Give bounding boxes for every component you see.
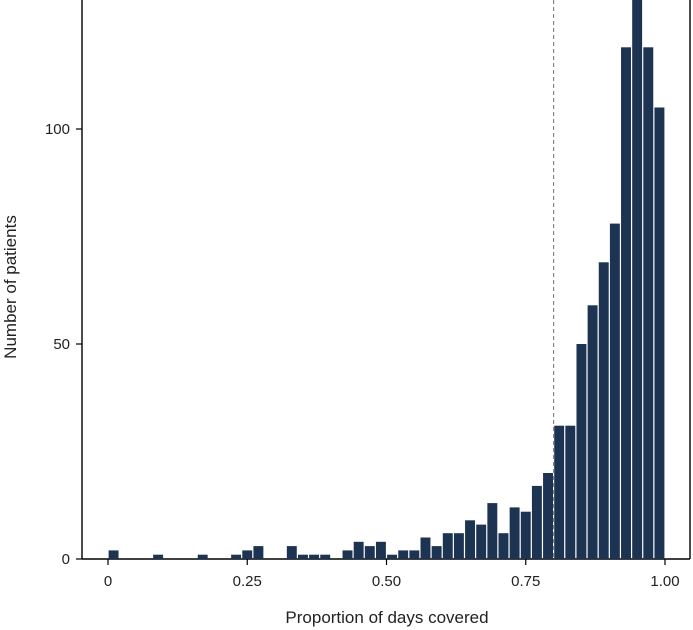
histogram-bar [587, 305, 598, 559]
histogram-bar [520, 511, 531, 559]
histogram-bar [531, 485, 542, 559]
y-tick-label: 100 [45, 121, 70, 138]
histogram-bar [231, 554, 242, 559]
histogram-bar [309, 554, 320, 559]
histogram-bars [108, 0, 665, 560]
histogram-bar [320, 554, 331, 559]
histogram-bar [453, 533, 464, 559]
histogram-bar [609, 223, 620, 559]
histogram-bar [632, 0, 643, 559]
y-tick-label: 50 [53, 336, 70, 353]
y-axis-ticks: 0 50 100 [45, 121, 82, 568]
histogram-bar [242, 550, 253, 559]
histogram-bar [565, 425, 576, 559]
histogram-bar [509, 507, 520, 559]
y-axis-title: Number of patients [1, 215, 20, 359]
histogram-bar [476, 524, 487, 559]
histogram-bar [621, 47, 631, 560]
x-axis-title: Proportion of days covered [285, 608, 488, 627]
histogram-bar [643, 47, 654, 560]
histogram-bar [108, 550, 119, 559]
histogram-bar [465, 520, 476, 559]
histogram-bar [442, 533, 453, 559]
histogram-bar [431, 546, 442, 559]
y-tick-label: 0 [62, 551, 70, 568]
x-axis-ticks: 0 0.25 0.50 0.75 1.00 [104, 559, 680, 590]
histogram-bar [342, 550, 353, 559]
histogram-bar [498, 533, 509, 559]
x-tick-label: 0.50 [372, 573, 401, 590]
histogram-bar [253, 546, 264, 559]
histogram-bar [153, 554, 164, 559]
histogram-bar [297, 554, 308, 559]
histogram-bar [398, 550, 409, 559]
x-tick-label: 0.25 [233, 573, 262, 590]
histogram-bar [598, 262, 609, 559]
histogram-bar [387, 554, 398, 559]
histogram-bar [554, 425, 565, 559]
histogram-bar [409, 550, 420, 559]
x-tick-label: 1.00 [650, 573, 679, 590]
histogram-bar [197, 554, 208, 559]
histogram-bar [487, 503, 498, 559]
histogram-bar [375, 541, 386, 559]
histogram-bar [654, 107, 665, 559]
histogram-bar [364, 546, 375, 559]
histogram-bar [420, 537, 431, 559]
histogram-bar [353, 541, 364, 559]
histogram-bar [543, 473, 553, 559]
x-tick-label: 0 [104, 573, 112, 590]
x-tick-label: 0.75 [511, 573, 540, 590]
histogram-bar [286, 546, 297, 559]
histogram-bar [576, 344, 587, 559]
